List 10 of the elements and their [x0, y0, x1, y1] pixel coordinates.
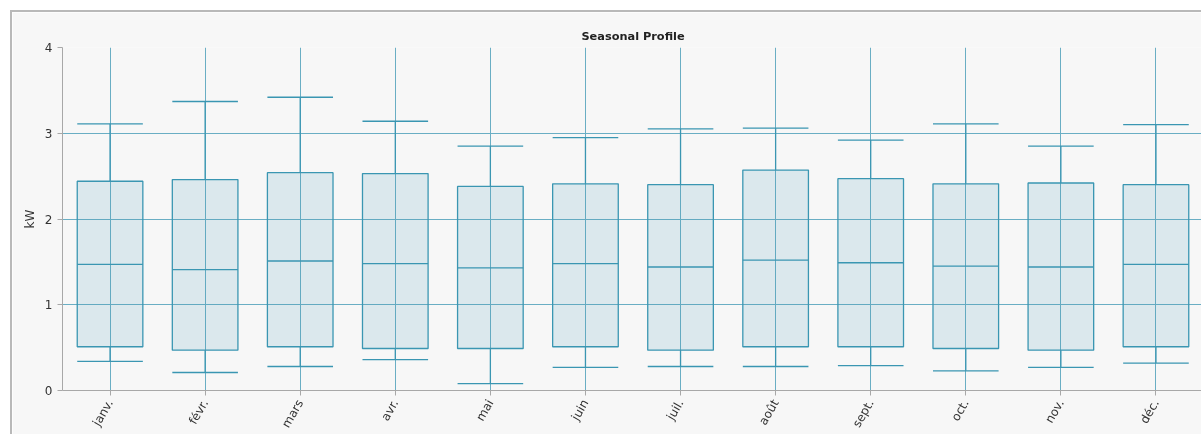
y-tick-label: 0 [44, 384, 53, 398]
y-axis-title: kW [22, 209, 37, 229]
chart-title: Seasonal Profile [581, 28, 685, 43]
y-tick-label: 1 [44, 298, 53, 313]
x-tick-label: déc. [1137, 396, 1163, 427]
x-tick-label: avr. [378, 396, 402, 424]
y-tick-label: 3 [44, 126, 53, 141]
y-tick-label: 2 [44, 212, 53, 227]
x-tick-label: oct. [948, 396, 972, 424]
y-tick-label: 4 [44, 41, 53, 55]
